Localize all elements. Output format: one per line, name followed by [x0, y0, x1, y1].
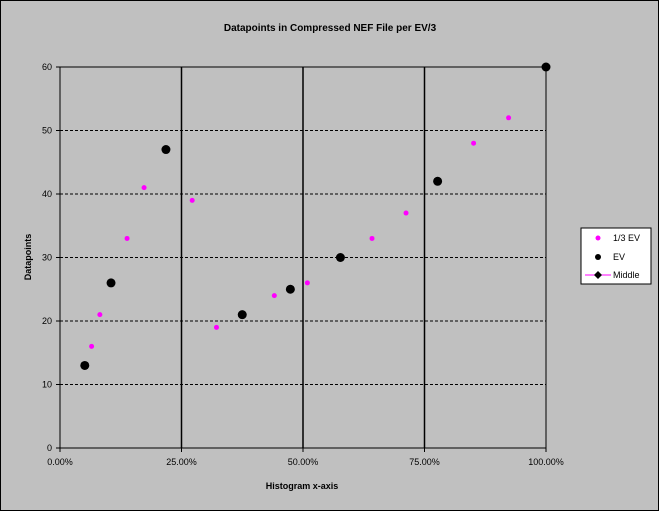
point-1-3-ev [189, 197, 195, 203]
legend-marker-ev [595, 254, 601, 260]
point-ev [161, 145, 171, 155]
point-1-3-ev [271, 293, 277, 299]
point-1-3-ev [369, 235, 375, 241]
y-tick-label: 50 [42, 126, 52, 136]
point-ev [335, 253, 345, 262]
point-1-3-ev [304, 280, 310, 286]
legend: 1/3 EV EV Middle [580, 227, 652, 285]
legend-label-middle: Middle [613, 270, 640, 280]
point-ev [237, 310, 247, 320]
point-1-3-ev [403, 210, 409, 216]
x-tick-label: 50.00% [288, 457, 319, 467]
x-axis-ticks: 0.00% 25.00% 50.00% 75.00% 100.00% [47, 448, 564, 467]
point-1-3-ev [97, 312, 103, 318]
point-ev [433, 176, 443, 186]
point-ev [80, 360, 90, 370]
point-1-3-ev [506, 115, 512, 121]
data-points [80, 62, 551, 370]
point-1-3-ev [471, 140, 477, 146]
point-ev [285, 284, 295, 294]
legend-label-1-3-ev: 1/3 EV [613, 233, 640, 243]
legend-marker-middle [594, 271, 602, 279]
y-axis-label: Datapoints [23, 234, 33, 281]
x-tick-label: 75.00% [409, 457, 440, 467]
y-tick-label: 0 [47, 443, 52, 453]
y-tick-label: 60 [42, 62, 52, 72]
point-1-3-ev [213, 324, 219, 330]
point-1-3-ev [89, 343, 95, 349]
chart-title: Datapoints in Compressed NEF File per EV… [224, 23, 437, 34]
y-tick-label: 40 [42, 189, 52, 199]
y-tick-label: 20 [42, 316, 52, 326]
point-1-3-ev [124, 235, 130, 241]
point-ev [541, 62, 551, 72]
x-tick-label: 0.00% [47, 457, 73, 467]
legend-marker-1-3-ev [595, 235, 601, 241]
y-axis-ticks: 0 10 20 30 40 50 60 [42, 62, 60, 453]
y-tick-label: 30 [42, 253, 52, 263]
x-tick-label: 100.00% [528, 457, 564, 467]
point-ev [106, 278, 116, 288]
point-1-3-ev [141, 185, 147, 191]
gridlines [60, 67, 546, 448]
x-tick-label: 25.00% [166, 457, 197, 467]
legend-label-ev: EV [613, 252, 625, 262]
y-tick-label: 10 [42, 380, 52, 390]
x-axis-label: Histogram x-axis [266, 481, 339, 491]
